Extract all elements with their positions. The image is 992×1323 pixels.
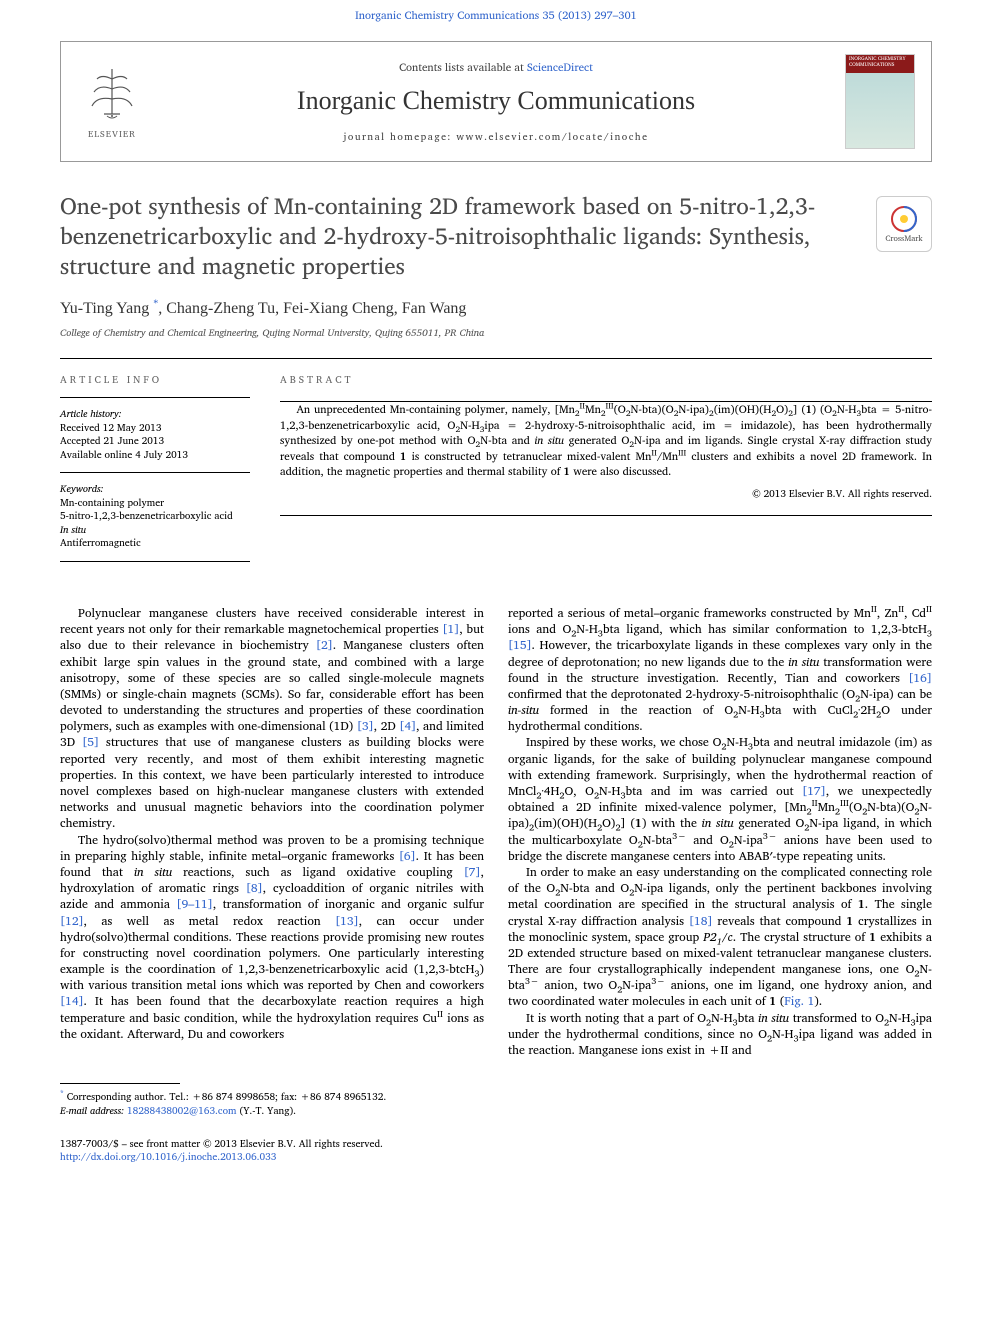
article-body: Polynuclear manganese clusters have rece… xyxy=(60,606,932,1059)
corresponding-author-footer: * Corresponding author. Tel.: +86 874 89… xyxy=(60,1083,932,1118)
journal-homepage: journal homepage: www.elsevier.com/locat… xyxy=(147,130,845,144)
body-paragraph: Inspired by these works, we chose O2N-H3… xyxy=(508,735,932,865)
article-info-sidebar: ARTICLE INFO Article history: Received 1… xyxy=(60,359,260,586)
footer-legal: 1387-7003/$ – see front matter © 2013 El… xyxy=(60,1138,932,1164)
body-paragraph: In order to make an easy understanding o… xyxy=(508,865,932,1011)
sciencedirect-link[interactable]: ScienceDirect xyxy=(527,58,593,76)
body-paragraph: reported a serious of metal–organic fram… xyxy=(508,606,932,736)
body-column-left: Polynuclear manganese clusters have rece… xyxy=(60,606,484,1059)
abstract-copyright: © 2013 Elsevier B.V. All rights reserved… xyxy=(280,487,932,501)
doi-link[interactable]: http://dx.doi.org/10.1016/j.inoche.2013.… xyxy=(60,1149,276,1165)
body-paragraph: The hydro(solvo)thermal method was prove… xyxy=(60,833,484,1043)
corresponding-email-link[interactable]: 18288438002@163.com xyxy=(127,1103,237,1119)
contents-line: Contents lists available at ScienceDirec… xyxy=(147,60,845,75)
journal-cover-thumbnail: INORGANIC CHEMISTRY COMMUNICATIONS xyxy=(845,54,915,149)
elsevier-logo-text: ELSEVIER xyxy=(88,128,136,141)
article-title: One-pot synthesis of Mn-containing 2D fr… xyxy=(60,192,932,282)
journal-header-box: ELSEVIER Contents lists available at Sci… xyxy=(60,41,932,162)
body-paragraph: Polynuclear manganese clusters have rece… xyxy=(60,606,484,833)
journal-name: Inorganic Chemistry Communications xyxy=(147,83,845,119)
abstract-column: ABSTRACT An unprecedented Mn-containing … xyxy=(280,359,932,586)
keyword-item: Antiferromagnetic xyxy=(60,537,250,551)
email-label: E-mail address: xyxy=(60,1103,124,1119)
elsevier-tree-icon xyxy=(82,64,142,124)
journal-citation: Inorganic Chemistry Communications 35 (2… xyxy=(0,0,992,31)
body-column-right: reported a serious of metal–organic fram… xyxy=(508,606,932,1059)
abstract-body: An unprecedented Mn-containing polymer, … xyxy=(280,402,932,479)
authors-list: Yu-Ting Yang *, Chang-Zheng Tu, Fei-Xian… xyxy=(60,298,932,320)
abstract-heading: ABSTRACT xyxy=(280,373,932,387)
affiliation: College of Chemistry and Chemical Engine… xyxy=(60,326,932,340)
keyword-item: 5-nitro-1,2,3-benzenetricarboxylic acid xyxy=(60,510,250,524)
elsevier-logo: ELSEVIER xyxy=(77,57,147,147)
citation-link[interactable]: Inorganic Chemistry Communications 35 (2… xyxy=(355,6,637,24)
crossmark-icon xyxy=(890,205,918,233)
body-paragraph: It is worth noting that a part of O2N-H3… xyxy=(508,1011,932,1060)
article-info-heading: ARTICLE INFO xyxy=(60,373,250,387)
online-date: Available online 4 July 2013 xyxy=(60,449,250,463)
crossmark-badge[interactable]: CrossMark xyxy=(876,196,932,252)
email-author: (Y.-T. Yang). xyxy=(237,1103,297,1119)
